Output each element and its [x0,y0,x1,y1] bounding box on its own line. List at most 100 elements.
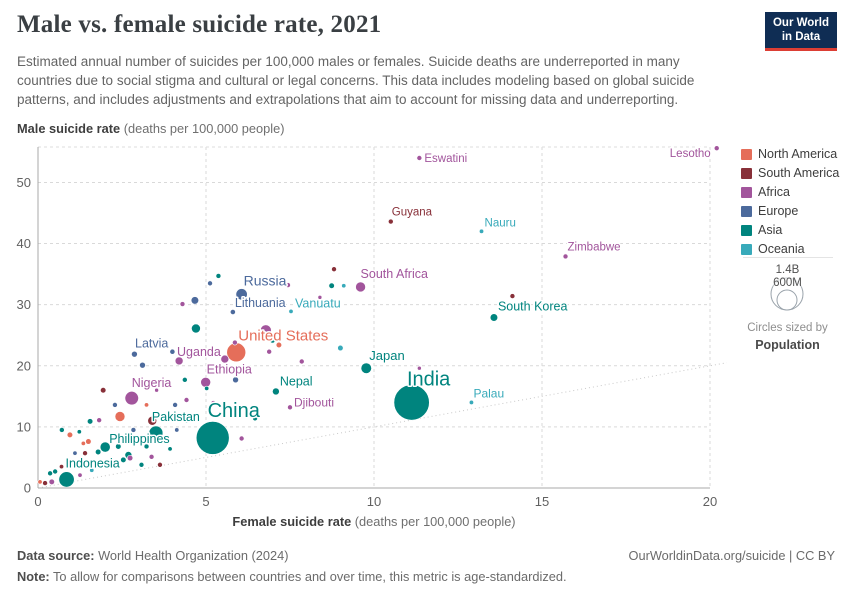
data-point[interactable] [232,339,238,346]
data-point[interactable] [328,282,335,289]
data-point[interactable] [337,344,344,352]
data-point[interactable] [341,283,347,289]
legend-item-south-america[interactable]: South America [741,166,839,180]
data-point[interactable] [141,382,147,388]
data-point[interactable] [215,273,222,279]
data-point[interactable] [143,443,150,450]
data-point[interactable] [96,417,102,423]
data-point[interactable] [204,385,210,391]
data-point-united-states[interactable] [226,342,247,363]
data-point[interactable] [210,400,217,406]
data-point[interactable] [266,348,272,355]
data-point[interactable] [298,358,305,365]
data-point-lesotho[interactable] [713,145,720,152]
data-point[interactable] [130,427,137,433]
data-point-djibouti[interactable] [287,404,293,411]
data-point-philippines[interactable] [99,441,111,453]
owid-logo[interactable]: Our World in Data [764,12,837,51]
data-point[interactable] [47,470,53,477]
data-point[interactable] [76,429,82,435]
data-point[interactable] [120,456,127,463]
data-point[interactable] [144,402,150,408]
data-point[interactable] [183,397,190,403]
data-point[interactable] [207,280,213,287]
data-point[interactable] [77,472,83,478]
data-point[interactable] [232,376,239,384]
data-point-palau[interactable] [468,399,474,405]
data-point[interactable] [148,454,155,460]
data-point[interactable] [285,282,291,288]
data-point-zimbabwe[interactable] [562,253,569,260]
data-point[interactable] [174,356,184,366]
data-point[interactable] [260,324,272,337]
data-point[interactable] [139,361,146,369]
data-point[interactable] [252,415,258,422]
data-point[interactable] [85,438,92,445]
data-point-south-africa[interactable] [355,281,366,293]
data-point[interactable] [191,323,201,334]
data-point[interactable] [167,446,173,452]
data-point[interactable] [82,450,88,456]
owid-link[interactable]: OurWorldinData.org/suicide | CC BY [628,548,836,563]
data-point[interactable] [59,427,65,433]
data-point[interactable] [131,350,138,358]
data-point-nepal[interactable] [272,387,280,396]
data-point[interactable] [172,402,178,408]
data-point[interactable] [136,378,142,384]
data-point[interactable] [86,418,94,425]
data-point[interactable] [115,443,122,450]
data-point-eswatini[interactable] [416,155,423,161]
data-point[interactable] [417,365,422,371]
data-point[interactable] [112,402,118,408]
data-point-south-korea[interactable] [489,313,499,322]
data-point[interactable] [89,467,95,473]
data-point[interactable] [275,341,283,349]
data-point[interactable] [147,415,158,426]
data-point-vanuatu[interactable] [288,308,294,314]
data-point[interactable] [72,450,78,456]
data-point[interactable] [95,448,102,456]
data-point-indonesia[interactable] [58,471,75,488]
data-point[interactable] [37,479,43,485]
data-point[interactable] [238,435,245,442]
data-point[interactable] [138,461,145,468]
data-point[interactable] [157,461,163,468]
data-point[interactable] [190,296,200,305]
data-point[interactable] [154,387,159,393]
legend-item-africa[interactable]: Africa [741,185,839,199]
data-point-lithuania[interactable] [229,309,236,315]
data-point[interactable] [509,293,516,299]
data-point[interactable] [183,417,190,423]
data-point-ethiopia[interactable] [200,376,211,388]
data-point[interactable] [331,266,337,273]
data-point[interactable] [179,301,186,307]
data-point[interactable] [100,387,107,394]
legend-item-europe[interactable]: Europe [741,204,839,218]
data-point-japan[interactable] [360,362,372,374]
data-point-nigeria[interactable] [124,391,139,406]
data-point[interactable] [174,427,180,433]
data-point[interactable] [317,295,323,300]
data-point[interactable] [182,377,188,383]
data-point[interactable] [66,431,74,438]
data-point[interactable] [52,468,58,475]
data-point-nauru[interactable] [479,228,485,234]
data-point-guyana[interactable] [387,218,394,225]
data-point[interactable] [42,480,48,486]
data-point[interactable] [269,336,276,344]
data-point[interactable] [59,464,65,470]
data-point[interactable] [114,411,126,422]
data-point[interactable] [126,454,134,462]
data-point-latvia[interactable] [169,348,176,355]
data-point-russia[interactable] [235,288,248,301]
data-point-india[interactable] [393,384,430,421]
legend-item-asia[interactable]: Asia [741,223,839,237]
data-point[interactable] [248,408,255,415]
data-point-pakistan[interactable] [148,425,164,441]
data-point[interactable] [74,460,80,466]
legend-item-oceania[interactable]: Oceania [741,242,839,256]
data-point-china[interactable] [195,421,230,455]
legend-item-north-america[interactable]: North America [741,147,839,161]
data-point-uganda[interactable] [220,354,230,364]
